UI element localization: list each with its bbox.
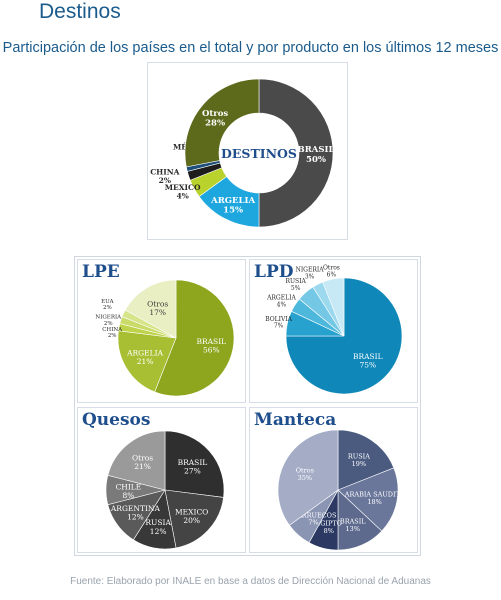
destinos-label-argelia: ARGELIA — [210, 196, 255, 206]
lpd-label-argelia: ARGELIA — [266, 294, 296, 301]
lpd-value-bolivia: 7% — [274, 323, 284, 330]
destinos-value-otros: 28% — [205, 119, 225, 129]
manteca-label-marruecos: MARRUECOS — [290, 511, 336, 519]
quesos-slice-mexico — [164, 489, 224, 549]
manteca-label-rusia: RUSIA — [348, 453, 370, 461]
quesos-chart-frame: Quesos BRASIL 27% MEXICO 20% RUSIA 12% ARGENTI… — [77, 407, 246, 553]
manteca-value-marruecos: 7% — [308, 519, 318, 527]
lpd-value-argelia: 4% — [277, 301, 287, 308]
lpe-label-china: CHINA — [102, 327, 123, 333]
quesos-chart-title: Quesos — [82, 410, 151, 430]
quesos-label-chile: CHILE — [116, 482, 142, 491]
lpe-slice-otros — [124, 279, 177, 339]
quesos-label-mexico: MEXICO — [175, 507, 208, 516]
lpe-value-otros: 17% — [149, 308, 166, 317]
lpd-chart-title: LPD — [254, 262, 294, 282]
destinos-value-china: 2% — [159, 176, 171, 185]
destinos-label-otros: Otros — [202, 109, 228, 119]
destinos-slice-otros — [184, 78, 260, 168]
lpe-chart: BRASIL56%ARGELIA21%CHINA2%NIGERIA2%EUA2%… — [95, 279, 235, 397]
lpd-label-otros: Otros — [323, 265, 340, 272]
destinos-slice-brasil — [258, 78, 334, 228]
destinos-chart-frame: BRASIL50%ARGELIA15%MEXICO4%CHINA2%MÉXICO… — [147, 62, 348, 240]
manteca-label-arabia-saudita: ARABIA SAUDITA — [344, 490, 405, 498]
manteca-label-otros: Otros — [296, 466, 314, 474]
quesos-chart: BRASIL27%MEXICO20%RUSIA12%ARGENTINA12%CH… — [105, 430, 225, 550]
lpd-slice-brasil — [285, 277, 403, 395]
lpd-label-brasil: BRASIL — [353, 352, 383, 361]
lpe-label-nigeria: NIGERIA — [95, 315, 122, 321]
quesos-value-chile: 8% — [122, 491, 134, 500]
manteca-value-rusia: 19% — [352, 460, 366, 468]
destinos-value-mexico: 4% — [176, 191, 188, 200]
lpe-value-argelia: 21% — [137, 357, 154, 366]
page-title: Destinos — [39, 0, 121, 23]
quesos-label-brasil: BRASIL — [178, 458, 208, 467]
manteca-chart-frame: Manteca RUSIA 19% ARABIA SAUDITA 18% BRASIL 1… — [249, 407, 418, 553]
manteca-slice-rusia — [337, 429, 395, 491]
lpd-label-nigeria: NIGERIA — [296, 267, 325, 274]
manteca-value-brasil: 13% — [346, 525, 360, 533]
lpd-value-rusia: 5% — [291, 285, 301, 292]
manteca-label-brasil: BRASIL — [340, 517, 366, 525]
lpe-value-nigeria: 2% — [104, 321, 113, 327]
destinos-value-argelia: 15% — [223, 206, 243, 216]
quesos-label-otros: Otros — [132, 453, 153, 462]
quesos-label-rusia: RUSIA — [145, 518, 171, 527]
manteca-slice-arabia-saudita — [337, 467, 399, 532]
quesos-label-argentina: ARGENTINA — [110, 504, 161, 513]
lpd-chart-frame: LPD BRASIL 75% BOLIVIA 7% ARGELIA 4% RUSIA 5% NI… — [249, 259, 418, 403]
lpd-value-brasil: 75% — [359, 361, 376, 370]
lpe-value-brasil: 56% — [203, 346, 220, 355]
quesos-value-otros: 21% — [134, 462, 151, 471]
lpe-chart-title: LPE — [82, 262, 120, 282]
lpe-label-argelia: ARGELIA — [126, 349, 163, 358]
quesos-value-rusia: 12% — [150, 527, 167, 536]
lpd-value-otros: 6% — [327, 271, 337, 278]
lpd-label-rusia: RUSIA — [285, 278, 306, 285]
lpe-label-brasil: BRASIL — [196, 337, 226, 346]
source-footer: Fuente: Elaborado por INALE en base a da… — [70, 576, 431, 587]
destinos-label-brasil: BRASIL — [298, 145, 335, 155]
destinos-label-mexico: MEXICO — [165, 183, 201, 192]
lpe-value-eua: 2% — [103, 305, 112, 311]
lpe-slice-argelia — [117, 330, 177, 393]
lpe-chart-frame: LPE BRASIL 56% ARGELIA 21% CHINA 2% NIGERIA 2% E… — [77, 259, 246, 403]
quesos-value-mexico: 20% — [183, 516, 200, 525]
lpe-label-eua: EUA — [101, 299, 114, 305]
destinos-chart: BRASIL50%ARGELIA15%MEXICO4%CHINA2%MÉXICO… — [150, 78, 335, 228]
quesos-value-brasil: 27% — [184, 467, 201, 476]
quesos-slice-brasil — [164, 430, 225, 498]
quesos-value-argentina: 12% — [127, 512, 144, 521]
manteca-value-otros: 35% — [298, 474, 312, 482]
lpd-value-nigeria: 3% — [305, 274, 315, 281]
manteca-chart-title: Manteca — [254, 410, 337, 430]
lpe-slice-brasil — [154, 279, 235, 397]
page-subtitle: Participación de los países en el total … — [2, 40, 499, 56]
destinos-label-china: CHINA — [150, 167, 179, 176]
quesos-slice-otros — [107, 430, 166, 491]
manteca-label-egipto: EGIPTO — [315, 519, 342, 527]
destinos-center-label: DESTINOS — [221, 146, 297, 161]
manteca-slice-otros — [277, 429, 339, 526]
lpe-value-china: 2% — [108, 333, 117, 339]
destinos-value-brasil: 50% — [306, 155, 326, 165]
lpe-label-otros: Otros — [147, 299, 168, 308]
lpd-slice-otros — [322, 277, 345, 337]
manteca-value-egipto: 8% — [324, 527, 334, 535]
lpd-label-bolivia: BOLIVIA — [265, 316, 292, 323]
manteca-value-arabia-saudita: 18% — [367, 498, 381, 506]
